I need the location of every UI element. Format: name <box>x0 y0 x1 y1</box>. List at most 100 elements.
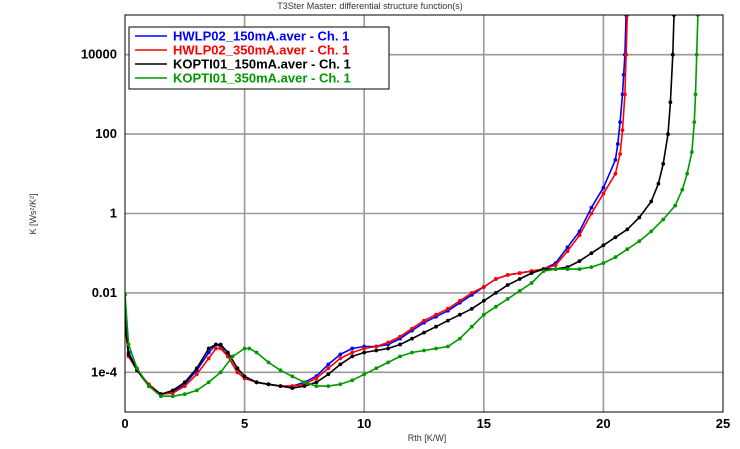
data-point <box>446 306 450 311</box>
data-point <box>446 344 450 349</box>
data-point <box>218 342 223 347</box>
data-point <box>601 191 606 196</box>
data-point <box>613 255 618 260</box>
data-point <box>410 350 414 355</box>
data-point <box>235 366 240 371</box>
data-point <box>434 346 438 351</box>
data-point <box>290 374 295 379</box>
data-point <box>350 354 355 359</box>
data-point <box>690 150 694 154</box>
data-point <box>565 245 570 250</box>
data-point <box>618 152 622 156</box>
data-point <box>170 391 175 395</box>
data-point <box>242 346 247 351</box>
data-point <box>637 215 642 220</box>
data-point <box>214 346 218 351</box>
data-point <box>235 370 240 375</box>
y-tick-label: 1e-4 <box>91 364 118 379</box>
data-point <box>680 187 685 192</box>
data-point <box>670 52 675 57</box>
y-tick-label: 100 <box>95 126 117 141</box>
data-point <box>613 171 618 176</box>
data-point <box>481 298 486 303</box>
data-point <box>410 336 414 341</box>
data-point <box>517 277 522 281</box>
data-point <box>458 312 462 317</box>
data-point <box>386 346 390 351</box>
x-tick-label: 25 <box>716 416 730 431</box>
data-point <box>278 368 283 373</box>
data-point <box>206 356 211 361</box>
data-point <box>505 297 510 301</box>
data-point <box>481 312 486 317</box>
data-point <box>692 120 697 124</box>
data-point <box>458 298 462 303</box>
data-point <box>374 344 379 349</box>
data-point <box>226 350 230 355</box>
data-point <box>314 380 319 385</box>
data-point <box>621 72 626 77</box>
data-point <box>529 271 534 275</box>
data-point <box>194 366 199 371</box>
data-point <box>469 324 474 329</box>
data-point <box>350 378 355 383</box>
data-point <box>601 261 606 265</box>
data-point <box>517 289 522 293</box>
legend-entry-label: KOPTI01_150mA.aver - Ch. 1 <box>173 57 351 72</box>
data-point <box>326 384 331 388</box>
data-point <box>214 342 218 347</box>
y-tick-label: 0.01 <box>92 285 117 300</box>
x-tick-label: 20 <box>596 416 610 431</box>
data-point <box>673 203 678 208</box>
data-point <box>326 372 331 377</box>
data-point <box>314 384 319 388</box>
data-point <box>613 235 618 240</box>
x-tick-label: 15 <box>477 416 491 431</box>
data-point <box>398 334 402 339</box>
data-point <box>565 249 570 254</box>
data-point <box>446 318 450 323</box>
chart-title: T3Ster Master: differential structure fu… <box>277 1 463 11</box>
data-point <box>694 52 699 57</box>
data-point <box>685 171 689 176</box>
data-point <box>194 388 199 393</box>
tick-labels: 0 5 10 15 20 25 1e-4 0.01 1 100 10000 <box>81 47 730 431</box>
data-point <box>362 346 367 351</box>
data-point <box>541 269 546 273</box>
data-point <box>278 384 283 388</box>
data-point <box>126 342 131 347</box>
data-point <box>362 372 367 377</box>
data-point <box>242 374 247 379</box>
data-point <box>505 283 510 287</box>
y-axis-label: K [Ws²/K²] <box>28 194 38 235</box>
data-point <box>182 392 187 397</box>
y-tick-label: 10000 <box>81 47 117 62</box>
data-point <box>326 366 331 371</box>
data-point <box>668 100 673 105</box>
plot-frame <box>124 14 724 413</box>
legend-entry-label: HWLP02_350mA.aver - Ch. 1 <box>173 43 349 58</box>
x-axis-label: Rth [K/W] <box>408 433 447 443</box>
data-point <box>338 362 343 367</box>
data-point <box>553 263 558 267</box>
data-point <box>314 376 319 381</box>
data-point <box>206 380 211 385</box>
data-point <box>601 185 606 190</box>
data-point <box>493 304 498 309</box>
data-point <box>577 267 582 271</box>
data-point <box>170 388 175 393</box>
data-point <box>624 52 628 57</box>
data-point <box>469 291 474 295</box>
data-point <box>434 324 438 329</box>
data-point <box>254 380 259 385</box>
data-point <box>374 348 379 353</box>
data-point <box>386 360 390 365</box>
data-point <box>338 352 343 357</box>
legend-entry-label: HWLP02_150mA.aver - Ch. 1 <box>173 29 349 44</box>
x-tick-label: 5 <box>241 416 248 431</box>
data-point <box>290 386 295 390</box>
data-point <box>623 92 627 97</box>
data-point <box>422 330 426 335</box>
series-group <box>125 15 700 399</box>
